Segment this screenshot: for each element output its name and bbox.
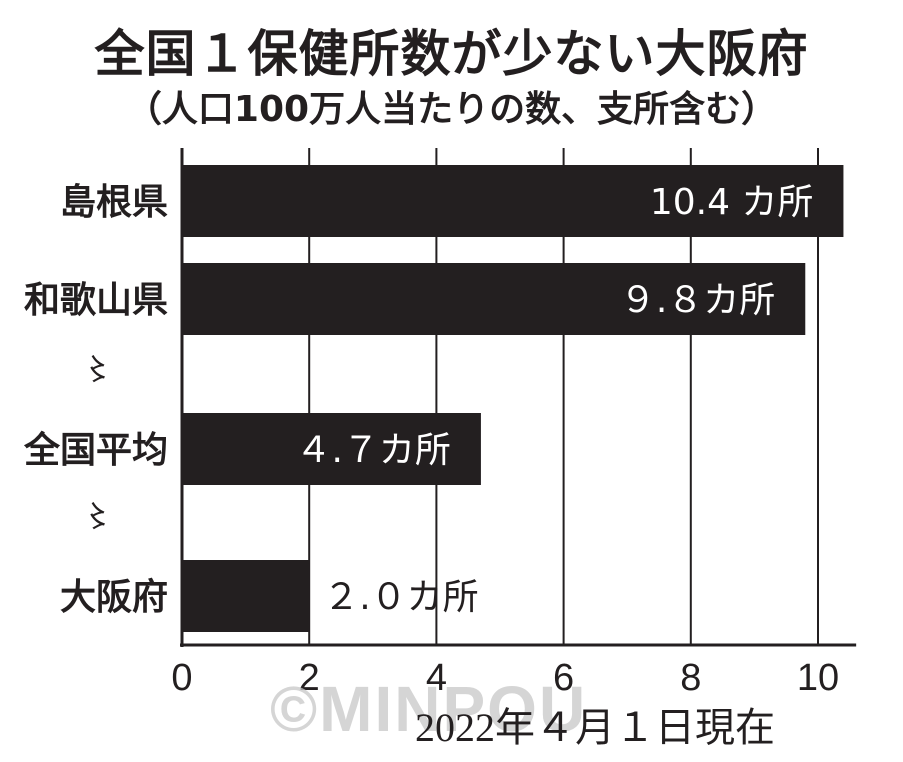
tick-label-2: 2	[299, 657, 320, 699]
chart-title: 全国１保健所数が少ない大阪府	[94, 25, 809, 83]
omission-mark-1: 〻	[83, 500, 113, 535]
bar-2	[182, 413, 481, 485]
watermark: ©MINPOU	[270, 673, 588, 745]
bar-1	[182, 263, 806, 335]
omission-marks: 〻〻	[83, 353, 113, 535]
value-labels: 10.4 カ所 ９.８カ所 ４.７カ所 ２.０カ所	[295, 182, 813, 618]
value-label-1: ９.８カ所	[620, 280, 775, 321]
chart-subtitle: （人口100万人当たりの数、支所含む）	[125, 89, 778, 130]
bar-3	[182, 560, 310, 632]
value-label-3: ２.０カ所	[323, 577, 478, 618]
tick-labels: 0 2 4 6 8 10	[171, 657, 839, 699]
tick-label-10: 10	[797, 657, 839, 699]
date-note: 2022年４月１日現在	[415, 705, 775, 750]
tick-label-4: 4	[426, 657, 447, 699]
category-label-1: 和歌山県	[24, 280, 168, 321]
bar-0	[182, 165, 844, 237]
axes	[180, 148, 857, 647]
tick-label-6: 6	[553, 657, 574, 699]
category-label-2: 全国平均	[23, 429, 168, 471]
tick-label-8: 8	[680, 657, 701, 699]
category-label-3: 大阪府	[60, 576, 168, 618]
value-label-2: ４.７カ所	[295, 430, 450, 471]
category-label-0: 島根県	[60, 182, 168, 223]
value-label-0: 10.4 カ所	[650, 182, 814, 223]
tick-label-0: 0	[171, 657, 192, 699]
omission-mark-0: 〻	[83, 353, 113, 388]
bars	[182, 165, 844, 632]
